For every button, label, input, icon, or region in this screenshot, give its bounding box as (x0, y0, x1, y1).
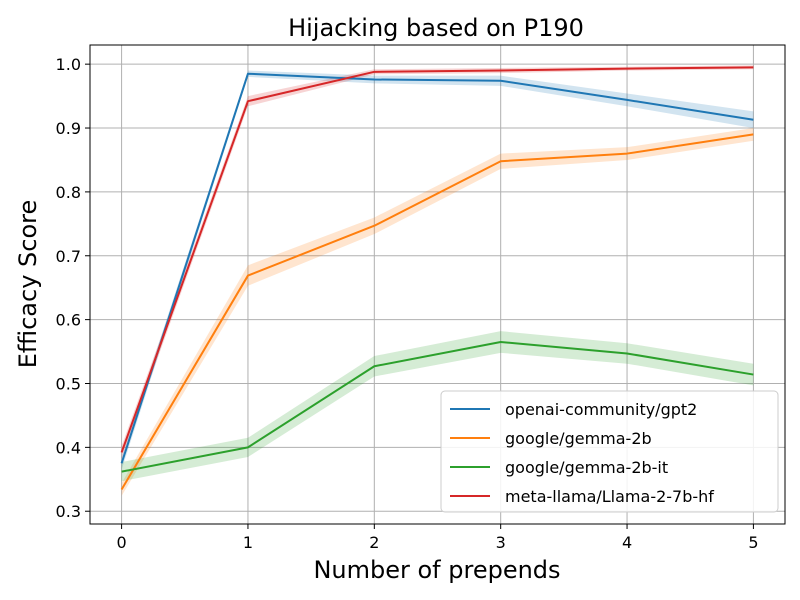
x-tick-label: 5 (748, 533, 758, 552)
y-axis-label: Efficacy Score (14, 200, 42, 369)
y-tick-label: 0.8 (56, 183, 81, 202)
x-tick-label: 1 (243, 533, 253, 552)
legend-label: google/gemma-2b-it (505, 458, 668, 477)
x-tick-label: 2 (369, 533, 379, 552)
y-tick-label: 0.7 (56, 247, 81, 266)
x-axis-label: Number of prepends (313, 556, 560, 584)
axis-ticks: 0 1 2 3 4 5 0.3 0.4 0.5 0.6 0.7 0.8 0.9 1.0 (56, 55, 759, 552)
y-tick-label: 0.3 (56, 502, 81, 521)
y-tick-label: 0.5 (56, 374, 81, 393)
legend-label: google/gemma-2b (505, 429, 652, 448)
plot-frame (89, 44, 786, 525)
confidence-band-2 (121, 331, 754, 482)
x-tick-label: 0 (116, 533, 126, 552)
y-tick-label: 0.6 (56, 311, 81, 330)
chart-title: Hijacking based on P190 (288, 14, 584, 42)
y-tick-label: 1.0 (56, 55, 81, 74)
series-line-3 (120, 66, 754, 453)
series-line-2 (121, 340, 754, 473)
series-line-0 (120, 72, 754, 464)
x-tick-label: 3 (496, 533, 506, 552)
legend-label: meta-llama/Llama-2-7b-hf (505, 487, 714, 506)
series-lines (120, 66, 754, 491)
y-tick-label: 0.9 (56, 119, 81, 138)
series-line-1 (120, 133, 754, 491)
legend-label: openai-community/gpt2 (505, 400, 697, 419)
y-tick-label: 0.4 (56, 438, 81, 457)
x-tick-label: 4 (622, 533, 632, 552)
grid (90, 45, 785, 524)
legend-frame (440, 390, 779, 513)
legend: openai-community/gpt2 google/gemma-2b goog… (440, 390, 779, 513)
